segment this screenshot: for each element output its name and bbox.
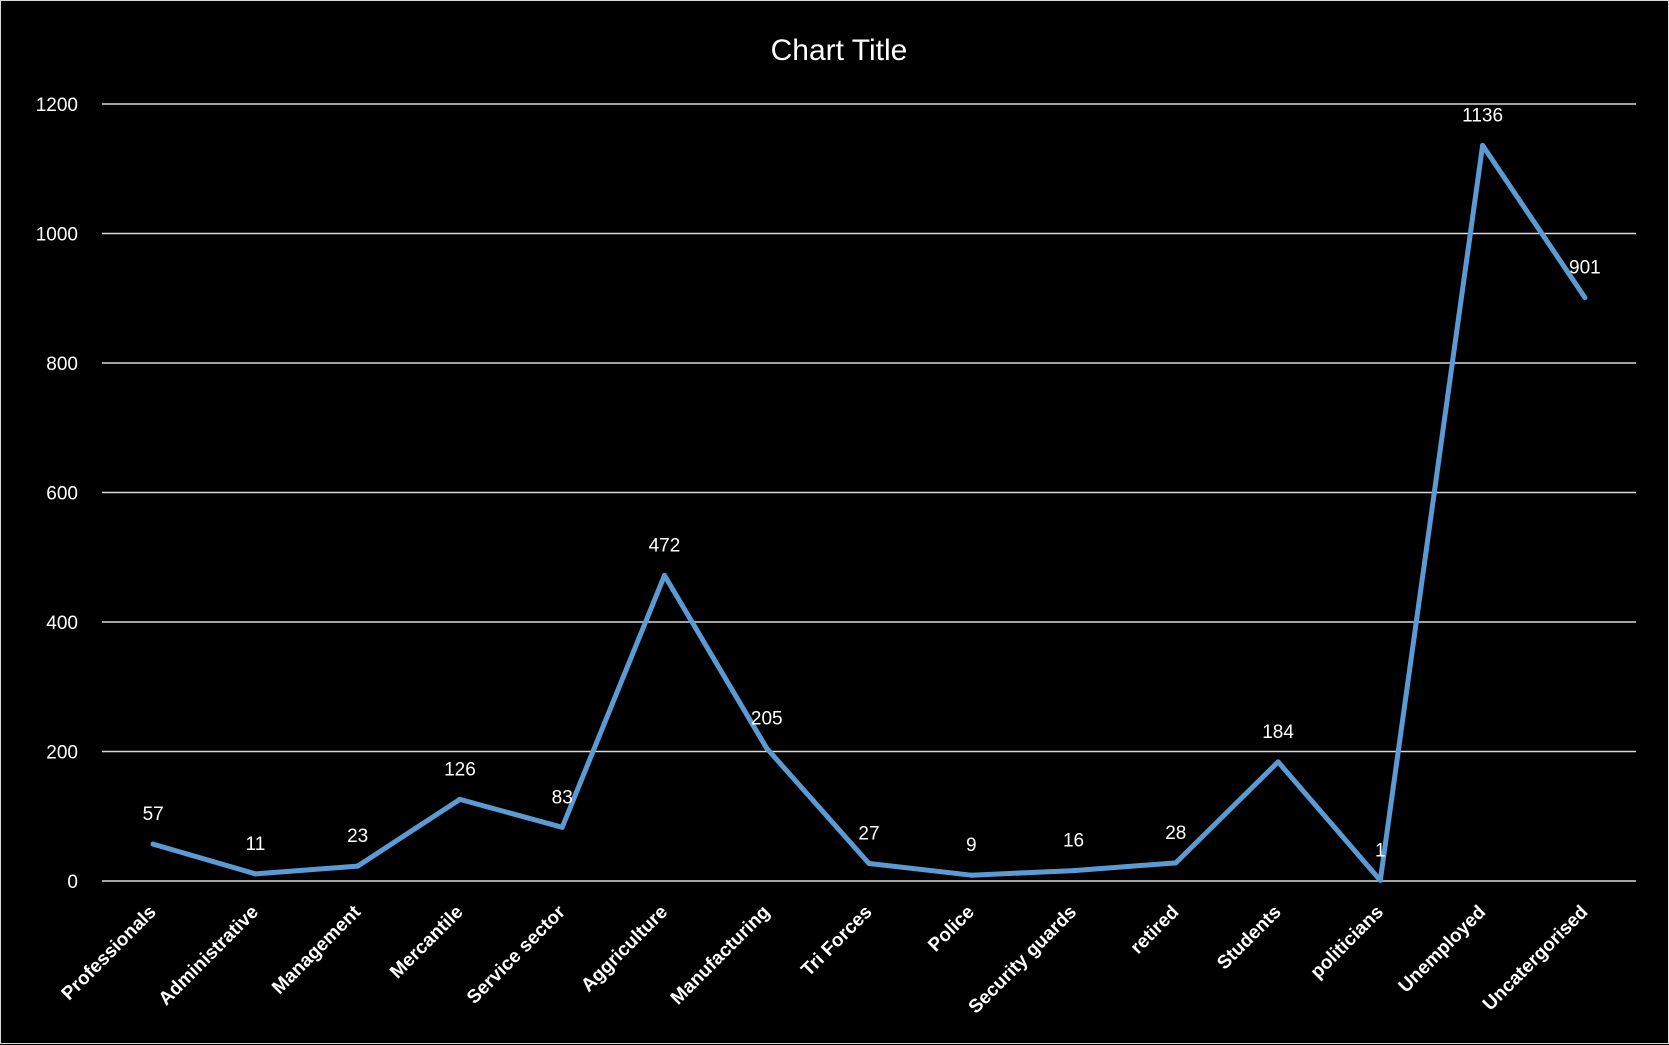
data-point bbox=[764, 745, 770, 751]
data-point bbox=[968, 872, 974, 878]
data-point bbox=[661, 572, 667, 578]
x-category-label: Aggriculture bbox=[577, 902, 672, 997]
data-label: 126 bbox=[444, 759, 476, 780]
y-tick-label: 200 bbox=[46, 743, 78, 764]
data-point bbox=[1582, 295, 1588, 301]
y-tick-label: 800 bbox=[46, 354, 78, 375]
series-layer bbox=[150, 142, 1588, 883]
x-category-label: Unemployed bbox=[1395, 902, 1490, 997]
data-label: 27 bbox=[858, 824, 879, 845]
data-labels: 57 11 23 126 83 472 205 27 9 16 28 184 1 1136 901 bbox=[143, 105, 1601, 861]
data-label: 901 bbox=[1569, 258, 1601, 279]
y-tick-label: 600 bbox=[46, 484, 78, 505]
data-label: 1136 bbox=[1462, 105, 1503, 126]
data-point bbox=[1377, 877, 1383, 883]
y-tick-label: 0 bbox=[67, 872, 78, 893]
data-label: 9 bbox=[966, 835, 977, 856]
y-tick-label: 1200 bbox=[36, 95, 78, 116]
y-axis: 0 200 400 600 800 1000 1200 bbox=[36, 95, 78, 893]
x-category-label: Tri Forces bbox=[797, 902, 876, 981]
data-point bbox=[1071, 868, 1077, 874]
data-label: 205 bbox=[751, 708, 783, 729]
data-label: 28 bbox=[1165, 823, 1186, 844]
x-category-label: Students bbox=[1213, 902, 1285, 974]
data-label: 83 bbox=[552, 787, 573, 808]
data-point bbox=[1173, 860, 1179, 866]
x-category-label: Mercantile bbox=[386, 902, 467, 983]
y-tick-label: 1000 bbox=[36, 225, 78, 246]
y-tick-label: 400 bbox=[46, 613, 78, 634]
gridlines bbox=[102, 103, 1636, 882]
x-category-label: Management bbox=[268, 901, 365, 998]
data-point bbox=[866, 861, 872, 867]
data-point bbox=[559, 824, 565, 830]
x-category-label: politicians bbox=[1307, 902, 1388, 983]
data-point bbox=[252, 871, 258, 877]
data-label: 16 bbox=[1063, 831, 1084, 852]
data-label: 1 bbox=[1375, 840, 1386, 861]
data-point bbox=[355, 863, 361, 869]
data-label: 23 bbox=[347, 826, 368, 847]
series-line bbox=[150, 142, 1588, 883]
x-category-label: Security guards bbox=[965, 902, 1081, 1018]
x-category-label: Administrative bbox=[155, 902, 263, 1010]
x-category-label: Service sector bbox=[463, 901, 570, 1008]
x-category-label: Police bbox=[924, 902, 978, 956]
x-category-label: retired bbox=[1127, 902, 1184, 959]
data-label: 57 bbox=[143, 804, 164, 825]
data-point bbox=[1480, 142, 1486, 148]
data-point bbox=[1275, 759, 1281, 765]
data-label: 184 bbox=[1262, 722, 1294, 743]
data-label: 11 bbox=[246, 834, 266, 855]
data-label: 472 bbox=[649, 535, 681, 556]
chart-title: Chart Title bbox=[771, 34, 908, 67]
x-category-label: Professionals bbox=[58, 902, 161, 1005]
x-category-label: Manufacturing bbox=[667, 902, 774, 1009]
data-point bbox=[457, 796, 463, 802]
data-point bbox=[150, 841, 156, 847]
x-category-label: Uncatergorised bbox=[1479, 902, 1592, 1015]
